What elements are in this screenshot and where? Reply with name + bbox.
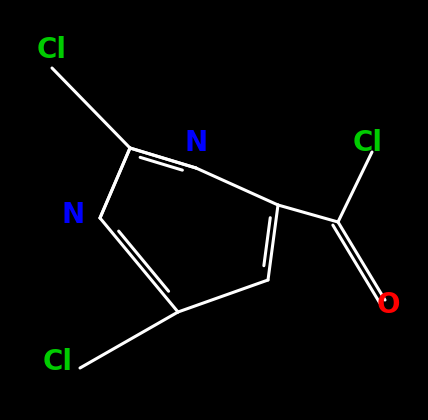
Text: N: N <box>62 201 85 229</box>
Text: Cl: Cl <box>353 129 383 157</box>
Text: Cl: Cl <box>43 348 73 376</box>
Text: O: O <box>376 291 400 319</box>
Text: N: N <box>184 129 208 157</box>
Text: Cl: Cl <box>37 36 67 64</box>
